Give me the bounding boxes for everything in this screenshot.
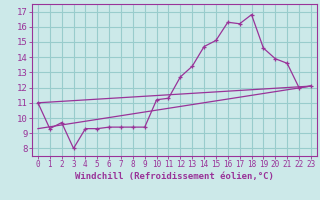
X-axis label: Windchill (Refroidissement éolien,°C): Windchill (Refroidissement éolien,°C) (75, 172, 274, 181)
